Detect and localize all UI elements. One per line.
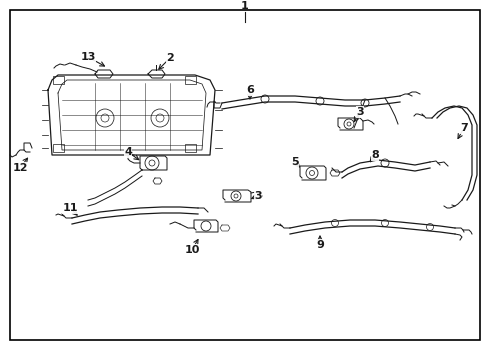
Bar: [185, 76, 196, 84]
Bar: [185, 144, 196, 152]
Text: 1: 1: [241, 1, 249, 11]
Text: 11: 11: [62, 203, 78, 213]
Text: 9: 9: [316, 240, 324, 250]
Bar: [53, 144, 64, 152]
Text: 8: 8: [371, 150, 379, 160]
Text: 12: 12: [12, 163, 28, 173]
Text: 7: 7: [460, 123, 468, 133]
Text: 4: 4: [124, 147, 132, 157]
Text: 3: 3: [356, 107, 364, 117]
Text: 3: 3: [254, 191, 262, 201]
Text: 5: 5: [291, 157, 299, 167]
Bar: [53, 76, 64, 84]
Text: 10: 10: [184, 245, 200, 255]
Text: 13: 13: [80, 52, 96, 62]
Text: 6: 6: [246, 85, 254, 95]
Text: 2: 2: [166, 53, 174, 63]
